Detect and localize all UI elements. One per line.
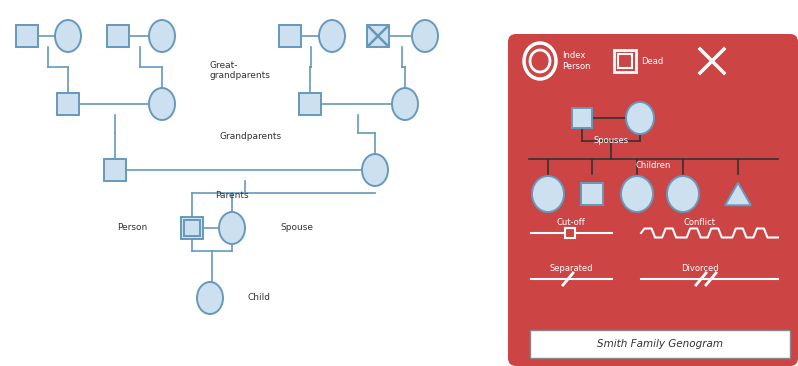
Bar [181,217,203,239]
Ellipse shape [362,154,388,186]
Bar [299,93,321,115]
Ellipse shape [392,88,418,120]
Ellipse shape [667,176,699,212]
Ellipse shape [319,20,345,52]
Text: Parents: Parents [215,191,249,200]
Text: Children: Children [636,161,671,170]
Bar [614,50,636,72]
FancyBboxPatch shape [508,34,798,366]
Bar [107,25,129,47]
Ellipse shape [621,176,653,212]
Ellipse shape [532,176,564,212]
Ellipse shape [626,102,654,134]
Text: Spouse: Spouse [280,224,313,232]
Text: Spouses: Spouses [594,136,629,145]
Ellipse shape [149,88,175,120]
Text: Divorced: Divorced [681,264,719,273]
Ellipse shape [197,282,223,314]
Ellipse shape [219,212,245,244]
Text: Person: Person [117,224,147,232]
Text: Smith Family Genogram: Smith Family Genogram [597,339,723,349]
Bar [565,228,575,238]
Ellipse shape [55,20,81,52]
Text: Grandparents: Grandparents [220,132,282,141]
Text: Great-
grandparents: Great- grandparents [210,61,271,81]
Ellipse shape [149,20,175,52]
Bar [618,54,632,68]
Bar [572,108,592,128]
Text: Separated: Separated [549,264,593,273]
Bar [104,159,126,181]
Ellipse shape [530,50,550,72]
Text: Cut-off: Cut-off [557,218,586,227]
Text: Conflict: Conflict [684,218,716,227]
Bar [530,330,790,358]
Bar [16,25,38,47]
Bar [57,93,79,115]
Bar [184,220,200,236]
Bar [367,25,389,47]
Bar [279,25,301,47]
Text: Dead: Dead [641,56,663,66]
Ellipse shape [524,43,556,79]
Bar [581,183,603,205]
Text: Child: Child [248,294,271,303]
Text: Index
Person: Index Person [562,51,591,71]
Ellipse shape [412,20,438,52]
Polygon shape [725,183,751,205]
